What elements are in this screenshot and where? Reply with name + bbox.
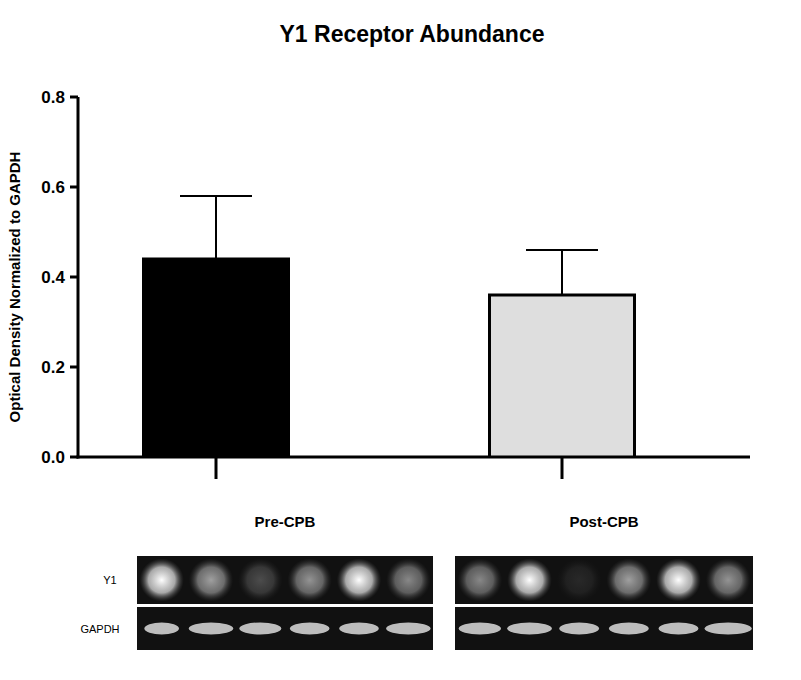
error-cap bbox=[526, 249, 598, 251]
y-tick-label: 0.2 bbox=[41, 358, 65, 377]
blot-panel bbox=[455, 607, 753, 650]
x-tick-label: Post-CPB bbox=[569, 513, 638, 530]
bar bbox=[144, 259, 289, 457]
blot-band bbox=[457, 558, 502, 601]
bar bbox=[490, 295, 635, 457]
blot-band bbox=[139, 558, 183, 601]
blot-band bbox=[238, 558, 282, 601]
blot-row-label: Y1 bbox=[103, 574, 116, 586]
blot-band bbox=[337, 558, 381, 601]
x-tick bbox=[561, 457, 564, 479]
error-bar bbox=[215, 196, 217, 259]
error-cap bbox=[180, 195, 252, 197]
blot-band bbox=[339, 623, 378, 635]
y-tick-label: 0.4 bbox=[41, 268, 65, 287]
blot-band bbox=[609, 623, 649, 635]
blot-band bbox=[239, 623, 281, 635]
blot-band bbox=[507, 623, 552, 635]
y-tick bbox=[70, 276, 78, 279]
blot-band bbox=[287, 558, 331, 601]
blot-band bbox=[656, 558, 701, 601]
blot-panel bbox=[137, 607, 433, 650]
blot-band bbox=[659, 623, 699, 635]
blot-band bbox=[557, 558, 602, 601]
blot-band bbox=[559, 623, 599, 635]
x-tick bbox=[215, 457, 218, 479]
blot-band bbox=[189, 623, 233, 635]
blot-row-label: GAPDH bbox=[80, 623, 119, 635]
blot-panel bbox=[137, 556, 433, 604]
blot-band bbox=[507, 558, 552, 601]
y-tick-label: 0.8 bbox=[41, 88, 65, 107]
y-tick-label: 0.6 bbox=[41, 178, 65, 197]
blot-band bbox=[705, 623, 752, 635]
y-tick bbox=[70, 366, 78, 369]
blot-band bbox=[290, 623, 329, 635]
blot-band bbox=[144, 623, 179, 635]
blot-band bbox=[606, 558, 651, 601]
y-axis-label: Optical Density Normalized to GAPDH bbox=[6, 152, 23, 423]
blot-band bbox=[386, 558, 430, 601]
title: Y1 Receptor Abundance bbox=[280, 21, 545, 47]
blot-band bbox=[189, 558, 233, 601]
blot-band bbox=[706, 558, 751, 601]
blot-panel bbox=[455, 556, 753, 604]
bars bbox=[144, 196, 635, 457]
y-tick bbox=[70, 186, 78, 189]
y-tick-label: 0.0 bbox=[41, 448, 65, 467]
error-bar bbox=[561, 250, 563, 295]
y-tick bbox=[70, 96, 78, 99]
blot-band bbox=[386, 623, 430, 635]
chart: Y1 Receptor Abundance Optical Density Nor… bbox=[0, 0, 801, 680]
x-tick-label: Pre-CPB bbox=[255, 513, 316, 530]
blot-band bbox=[459, 623, 501, 635]
